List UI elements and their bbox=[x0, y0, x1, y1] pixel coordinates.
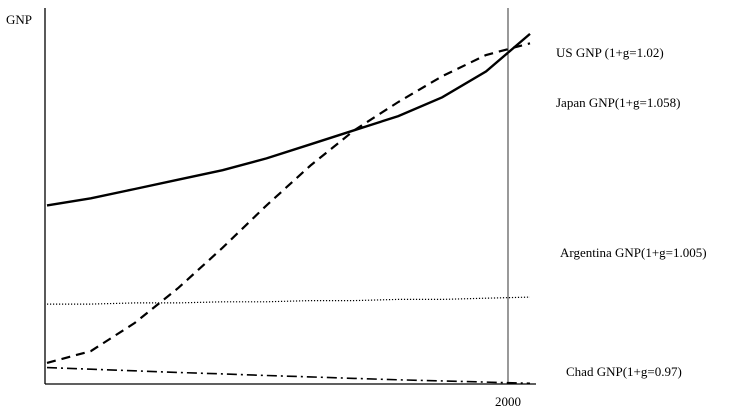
series-label-1: Japan GNP(1+g=1.058) bbox=[556, 95, 680, 110]
y-axis-label: GNP bbox=[6, 12, 32, 27]
series-labels: US GNP (1+g=1.02) Japan GNP(1+g=1.058) Arg… bbox=[556, 45, 707, 379]
series-label-3: Chad GNP(1+g=0.97) bbox=[566, 364, 682, 379]
series-label-2: Argentina GNP(1+g=1.005) bbox=[560, 245, 707, 260]
series-label-0: US GNP (1+g=1.02) bbox=[556, 45, 664, 60]
series-line-2 bbox=[47, 296, 531, 305]
series-layer bbox=[46, 32, 531, 385]
series-line-0 bbox=[46, 32, 531, 207]
series-line-1 bbox=[46, 42, 531, 364]
series-line-3 bbox=[46, 366, 531, 385]
x-tick-label-2000: 2000 bbox=[495, 394, 521, 409]
